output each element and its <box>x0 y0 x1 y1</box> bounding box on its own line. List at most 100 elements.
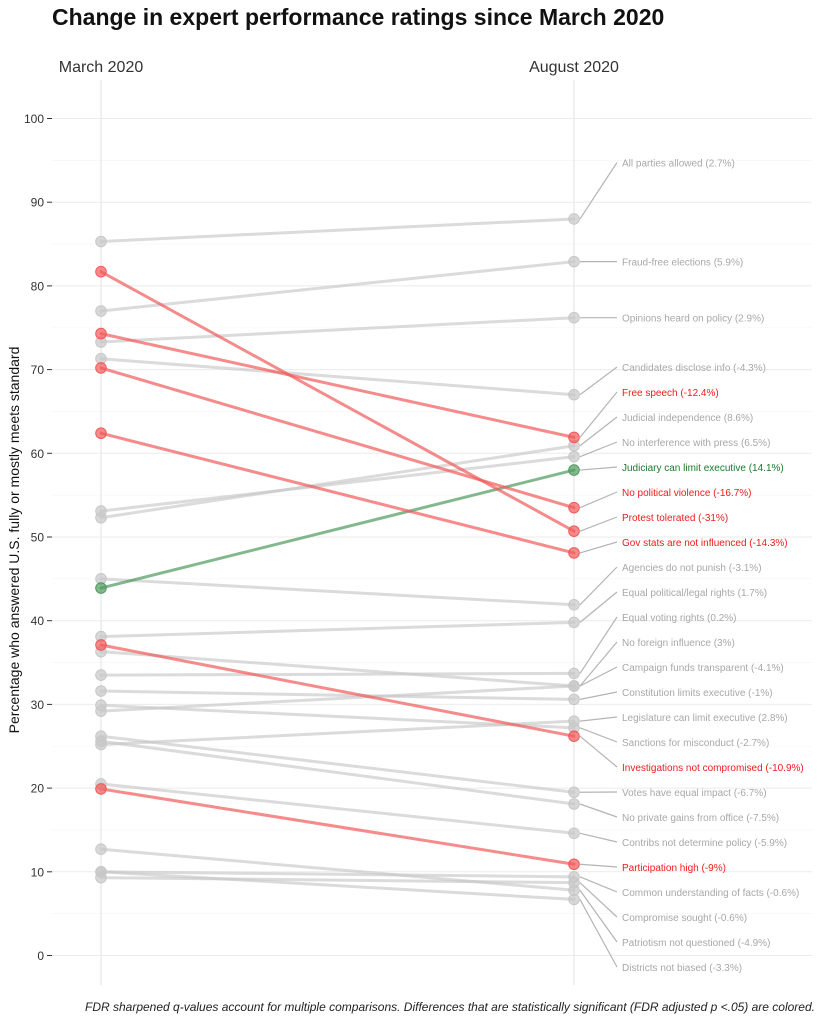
label-leader-line <box>579 691 618 700</box>
y-tick-label: 30 <box>31 698 45 712</box>
label-leader-line <box>579 466 618 471</box>
label-leader-line <box>579 516 618 532</box>
label-leader-line <box>579 591 618 623</box>
point-march <box>95 235 107 248</box>
series-label: Fraud-free elections (5.9%) <box>622 258 743 269</box>
series-line <box>99 577 576 607</box>
series-label: No private gains from office (-7.5%) <box>622 813 779 824</box>
series-label: Equal political/legal rights (1.7%) <box>622 588 767 599</box>
point-august <box>568 598 580 611</box>
point-august <box>568 450 580 463</box>
point-march <box>95 866 107 878</box>
series-line <box>99 734 576 794</box>
series-label: Opinions heard on policy (2.9%) <box>622 314 764 325</box>
point-august <box>568 255 580 268</box>
plot-background <box>52 80 812 985</box>
series-line <box>99 270 576 533</box>
series-lines <box>99 217 576 901</box>
label-leader-line <box>579 716 618 722</box>
series-line <box>99 847 576 892</box>
y-tick-label: 20 <box>31 782 45 796</box>
point-march <box>95 427 107 440</box>
chart-caption: FDR sharpened q-values account for multi… <box>84 1000 815 1014</box>
series-label: Protest tolerated (-31%) <box>622 513 728 524</box>
series-line <box>99 650 576 688</box>
point-august <box>568 431 580 444</box>
y-axis: 0 10 20 30 40 50 60 70 80 90 100 <box>24 112 52 963</box>
point-august <box>568 311 580 324</box>
series-line <box>99 217 576 244</box>
point-august <box>568 786 580 799</box>
series-label: No political violence (-16.7%) <box>622 488 752 499</box>
point-march <box>95 327 107 340</box>
series-line <box>99 876 576 885</box>
point-march <box>95 699 107 712</box>
series-label: Gov stats are not influenced (-14.3%) <box>622 538 788 549</box>
point-march <box>95 305 107 317</box>
series-label: No foreign influence (3%) <box>622 638 735 649</box>
point-march <box>95 505 107 517</box>
series-label: Common understanding of facts (-0.6%) <box>622 888 799 899</box>
point-august <box>568 616 580 629</box>
y-axis-label: Percentage who answered U.S. fully or mo… <box>6 347 22 734</box>
series-line <box>99 703 576 730</box>
series-label: Votes have equal impact (-6.7%) <box>622 788 767 799</box>
series-line <box>99 689 576 701</box>
point-march <box>95 783 107 795</box>
label-leader-line <box>579 889 618 943</box>
y-tick-label: 70 <box>31 363 45 377</box>
point-march <box>95 265 107 278</box>
label-leader-line <box>579 882 618 918</box>
series-line <box>99 643 576 738</box>
label-leader-line <box>579 666 618 687</box>
label-leader-line <box>579 491 618 509</box>
series-label: Sanctions for misconduct (-2.7%) <box>622 738 769 749</box>
point-march <box>95 735 107 748</box>
series-line <box>99 366 576 510</box>
point-august <box>568 501 580 514</box>
series-line <box>99 870 576 879</box>
series-points <box>95 213 580 906</box>
label-leader-line <box>579 541 618 554</box>
series-line <box>99 316 576 344</box>
series-label: Investigations not compromised (-10.9%) <box>622 763 804 774</box>
series-line <box>99 620 576 639</box>
point-august <box>568 798 580 810</box>
series-line <box>99 787 576 866</box>
series-label: Campaign funds transparent (-4.1%) <box>622 663 784 674</box>
series-line <box>99 431 576 555</box>
y-tick-label: 50 <box>31 531 45 545</box>
series-line <box>99 332 576 439</box>
y-tick-label: 80 <box>31 279 45 293</box>
y-tick-label: 90 <box>31 196 45 210</box>
label-leader-line <box>579 899 618 968</box>
chart-title: Change in expert performance ratings sin… <box>52 4 665 30</box>
x-axis-label-august-2020: August 2020 <box>529 59 619 76</box>
series-label: No interference with press (6.5%) <box>622 438 770 449</box>
series-line <box>99 870 576 901</box>
label-leader-line <box>579 876 618 893</box>
point-march <box>95 582 107 594</box>
label-leader-line <box>579 803 618 818</box>
point-august <box>568 388 580 401</box>
point-august <box>568 827 580 840</box>
series-line <box>99 357 576 397</box>
grid-layer <box>52 80 812 985</box>
x-axis-label-march-2020: March 2020 <box>59 59 144 76</box>
point-august <box>568 547 580 559</box>
point-august <box>568 667 580 680</box>
point-august <box>568 893 580 906</box>
label-leader-line <box>579 832 618 843</box>
series-label: Compromise sought (-0.6%) <box>622 913 747 924</box>
series-label: Participation high (-9%) <box>622 863 726 874</box>
point-august <box>568 693 580 706</box>
point-march <box>95 362 107 374</box>
series-line <box>99 684 576 713</box>
series-label: Agencies do not punish (-3.1%) <box>622 563 762 574</box>
y-tick-label: 40 <box>31 614 45 628</box>
label-leaders <box>579 162 618 968</box>
point-august <box>568 464 580 476</box>
series-line <box>99 468 576 590</box>
series-line <box>99 455 576 513</box>
point-august <box>568 680 580 692</box>
